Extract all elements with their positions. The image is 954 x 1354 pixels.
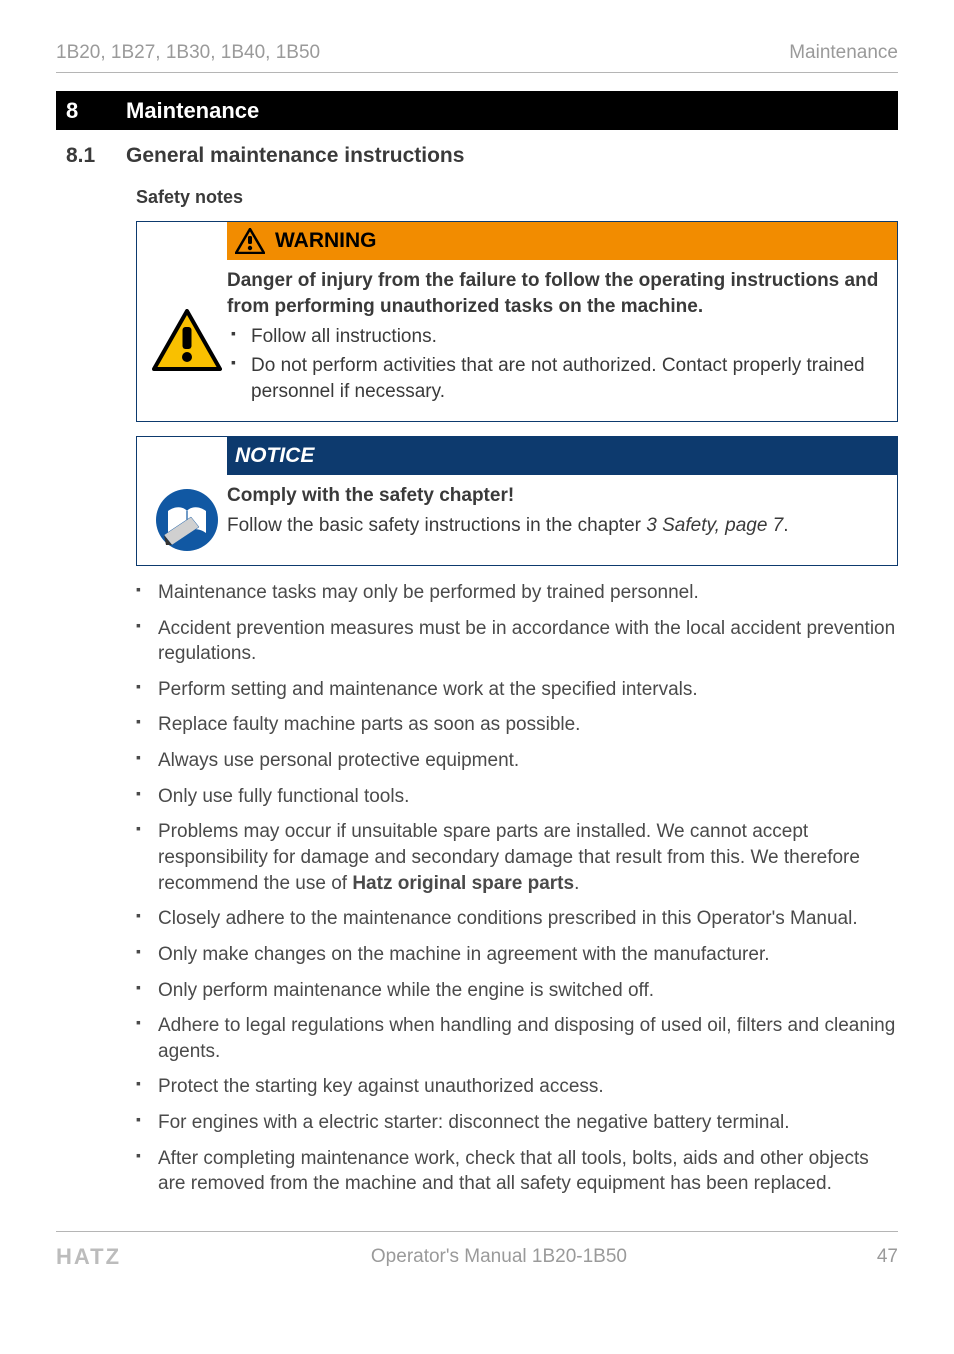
notice-body-line: Follow the basic safety instructions in … [227, 513, 885, 539]
chapter-bar: 8 Maintenance [56, 91, 898, 131]
notice-callout: NOTICE Comply with the safety chapter! F… [136, 436, 898, 566]
notice-label: NOTICE [235, 442, 314, 470]
notice-body-italic: 3 Safety, page 7 [646, 515, 783, 536]
list-item: Only use fully functional tools. [136, 784, 898, 810]
header-left: 1B20, 1B27, 1B30, 1B40, 1B50 [56, 40, 320, 66]
warning-callout: WARNING Danger of injury from the failur… [136, 221, 898, 422]
notice-body: Comply with the safety chapter! Follow t… [137, 475, 897, 565]
notice-book-icon [147, 483, 227, 553]
list-item: Perform setting and maintenance work at … [136, 677, 898, 703]
list-item: Replace faulty machine parts as soon as … [136, 712, 898, 738]
footer-center: Operator's Manual 1B20-1B50 [371, 1244, 627, 1270]
notice-body-pre: Follow the basic safety instructions in … [227, 515, 646, 536]
warning-lead: Danger of injury from the failure to fol… [227, 268, 885, 319]
list-item: Accident prevention measures must be in … [136, 616, 898, 667]
safety-notes-heading: Safety notes [136, 185, 898, 209]
warning-label: WARNING [275, 227, 377, 255]
list-item: Protect the starting key against unautho… [136, 1074, 898, 1100]
warning-triangle-large-icon [147, 268, 227, 408]
chapter-title: Maintenance [126, 96, 259, 126]
footer-brand: HATZ [56, 1242, 121, 1272]
header-right: Maintenance [789, 40, 898, 66]
list-item: Maintenance tasks may only be performed … [136, 580, 898, 606]
section-number: 8.1 [56, 142, 126, 170]
list-item: After completing maintenance work, check… [136, 1146, 898, 1197]
notice-text: Comply with the safety chapter! Follow t… [227, 483, 885, 553]
list-item: Always use personal protective equipment… [136, 748, 898, 774]
list-item: For engines with a electric starter: dis… [136, 1110, 898, 1136]
warning-bullet-list: Follow all instructions. Do not perform … [227, 324, 885, 405]
section-title: General maintenance instructions [126, 142, 464, 170]
notice-lead: Comply with the safety chapter! [227, 483, 885, 509]
warning-body: Danger of injury from the failure to fol… [137, 260, 897, 420]
main-bullet-list: Maintenance tasks may only be performed … [136, 580, 898, 1197]
notice-body-post: . [783, 515, 788, 536]
warning-bullet: Do not perform activities that are not a… [251, 353, 885, 404]
warning-header: WARNING [227, 222, 897, 260]
list-item: Problems may occur if unsuitable spare p… [136, 819, 898, 896]
warning-text: Danger of injury from the failure to fol… [227, 268, 885, 408]
list-item: Only make changes on the machine in agre… [136, 942, 898, 968]
header-rule [56, 72, 898, 73]
section-heading: 8.1 General maintenance instructions [56, 142, 898, 170]
page-header: 1B20, 1B27, 1B30, 1B40, 1B50 Maintenance [56, 40, 898, 72]
chapter-number: 8 [56, 96, 126, 126]
warning-triangle-small-icon [235, 228, 265, 254]
footer-page: 47 [877, 1244, 898, 1270]
page-footer: HATZ Operator's Manual 1B20-1B50 47 [56, 1231, 898, 1272]
list-item: Closely adhere to the maintenance condit… [136, 906, 898, 932]
list-item: Adhere to legal regulations when handlin… [136, 1013, 898, 1064]
warning-bullet: Follow all instructions. [251, 324, 885, 350]
notice-header: NOTICE [227, 437, 897, 475]
list-item: Only perform maintenance while the engin… [136, 978, 898, 1004]
